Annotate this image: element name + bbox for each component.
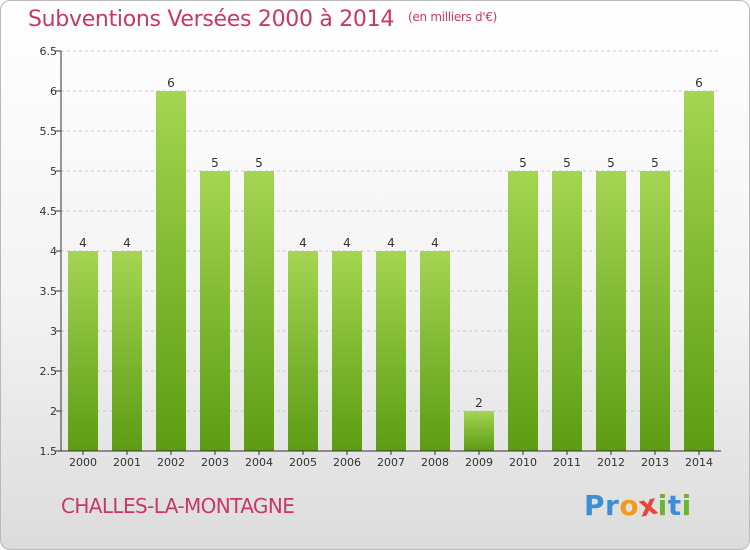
axes (56, 50, 721, 455)
bars (68, 91, 714, 451)
data-label: 5 (563, 156, 571, 170)
y-tick-label: 6.5 (40, 45, 58, 58)
y-tick-label: 3.5 (40, 285, 58, 298)
x-tick-label: 2004 (245, 456, 273, 469)
x-tick-label: 2002 (157, 456, 185, 469)
bar (684, 91, 714, 451)
data-label: 6 (695, 76, 703, 90)
x-tick-label: 2010 (509, 456, 537, 469)
y-tick-label: 6 (50, 85, 57, 98)
data-label: 5 (255, 156, 263, 170)
bar (288, 251, 318, 451)
y-tick-label: 4 (50, 245, 57, 258)
y-tick-label: 2.5 (40, 365, 58, 378)
data-label: 4 (123, 236, 131, 250)
title-text: Subventions Versées 2000 à 2014 (28, 7, 395, 32)
x-tick-label: 2000 (69, 456, 97, 469)
bar (640, 171, 670, 451)
data-label: 4 (79, 236, 87, 250)
bar (156, 91, 186, 451)
data-label: 6 (167, 76, 175, 90)
data-label: 4 (299, 236, 307, 250)
chart-title: Subventions Versées 2000 à 2014 (en milli… (28, 7, 497, 32)
data-label: 4 (343, 236, 351, 250)
x-tick-label: 2009 (465, 456, 493, 469)
logo-letter: i (657, 489, 668, 522)
unit-label: (en milliers d'€) (408, 10, 498, 24)
bar (552, 171, 582, 451)
data-label: 2 (475, 396, 483, 410)
bar (200, 171, 230, 451)
labels: 1.5 2 2.5 3 3.5 4 4.5 5 5.5 6 6.5 4 2000 4 2001 6 2002 5 2… (40, 45, 714, 469)
y-tick-label: 4.5 (40, 205, 58, 218)
x-tick-label: 2007 (377, 456, 405, 469)
logo-letter: t (667, 489, 682, 522)
bar (112, 251, 142, 451)
x-tick-label: 2006 (333, 456, 361, 469)
x-tick-label: 2014 (685, 456, 713, 469)
bar (244, 171, 274, 451)
bar (376, 251, 406, 451)
logo-letter: r (605, 489, 620, 522)
bar (508, 171, 538, 451)
logo-letter: i (681, 489, 692, 522)
bar (68, 251, 98, 451)
data-label: 5 (211, 156, 219, 170)
x-tick-label: 2013 (641, 456, 669, 469)
proxiti-logo: Proxiti (584, 487, 692, 523)
y-tick-label: 5 (50, 165, 57, 178)
bar (420, 251, 450, 451)
data-label: 4 (387, 236, 395, 250)
bar (596, 171, 626, 451)
x-tick-label: 2001 (113, 456, 141, 469)
x-tick-label: 2005 (289, 456, 317, 469)
data-label: 5 (519, 156, 527, 170)
x-tick-label: 2012 (597, 456, 625, 469)
y-tick-label: 1.5 (40, 445, 58, 458)
x-tick-label: 2008 (421, 456, 449, 469)
bar (464, 411, 494, 451)
data-label: 5 (651, 156, 659, 170)
commune-name: CHALLES-LA-MONTAGNE (61, 494, 295, 518)
bar (332, 251, 362, 451)
logo-letter: o (619, 489, 640, 522)
y-tick-label: 3 (50, 325, 57, 338)
data-label: 4 (431, 236, 439, 250)
x-tick-label: 2003 (201, 456, 229, 469)
logo-letter: P (584, 489, 606, 522)
y-tick-label: 5.5 (40, 125, 58, 138)
x-tick-label: 2011 (553, 456, 581, 469)
data-label: 5 (607, 156, 615, 170)
y-tick-label: 2 (50, 405, 57, 418)
